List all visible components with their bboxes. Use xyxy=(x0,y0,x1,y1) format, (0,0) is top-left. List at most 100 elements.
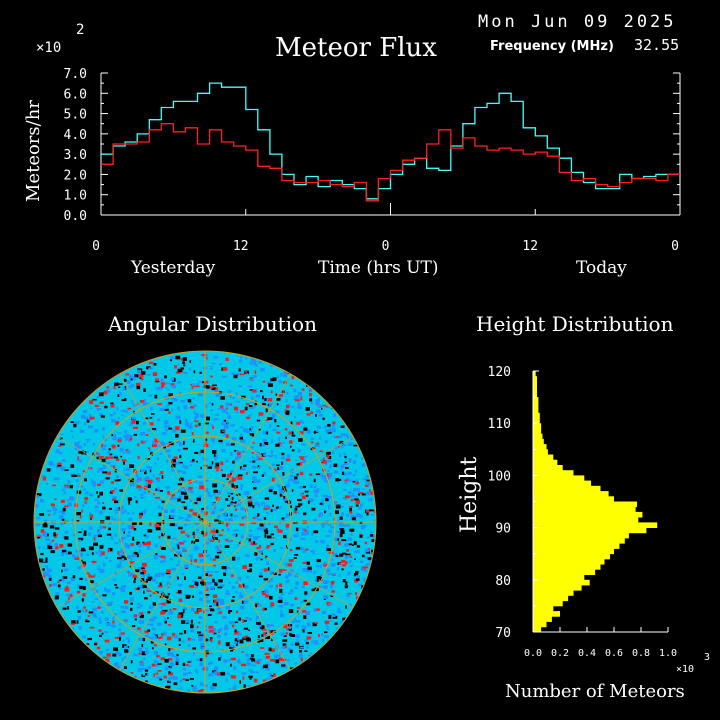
height-bar xyxy=(533,595,569,602)
angular-density-dot xyxy=(59,587,62,590)
angular-density-dot xyxy=(260,454,262,457)
angular-density-dot xyxy=(70,577,75,582)
angular-density-dot xyxy=(258,458,264,460)
angular-density-dot xyxy=(49,584,52,587)
angular-density-dot xyxy=(43,575,46,578)
angular-density-dot xyxy=(133,652,136,656)
angular-density-dot xyxy=(344,585,348,589)
angular-density-dot xyxy=(152,440,156,445)
angular-density-dot xyxy=(281,520,286,523)
angular-density-dot xyxy=(198,635,204,639)
angular-density-dot xyxy=(166,569,171,574)
angular-density-dot xyxy=(355,481,359,485)
angular-density-dot xyxy=(182,550,187,552)
angular-density-dot xyxy=(130,525,135,530)
angular-density-dot xyxy=(242,637,247,640)
angular-density-dot xyxy=(128,385,132,389)
angular-density-dot xyxy=(145,534,149,539)
angular-density-dot xyxy=(233,515,238,518)
angular-density-dot xyxy=(78,446,80,451)
angular-density-dot xyxy=(180,400,186,403)
angular-density-dot xyxy=(143,401,147,405)
angular-density-dot xyxy=(151,413,155,415)
angular-density-dot xyxy=(133,654,139,657)
angular-density-dot xyxy=(313,518,317,522)
angular-density-dot xyxy=(61,579,65,582)
angular-density-dot xyxy=(214,456,217,461)
angular-density-dot xyxy=(146,465,151,469)
angular-density-dot xyxy=(174,365,177,369)
angular-density-dot xyxy=(195,539,200,542)
angular-density-dot xyxy=(69,593,73,598)
angular-density-dot xyxy=(358,507,362,510)
angular-density-dot xyxy=(213,666,218,671)
angular-density-dot xyxy=(340,505,344,508)
angular-density-dot xyxy=(178,495,182,499)
angular-density-dot xyxy=(88,546,94,551)
angular-density-dot xyxy=(286,410,290,414)
angular-density-dot xyxy=(271,675,275,677)
height-x-tick-label: 0.0 xyxy=(524,648,542,659)
angular-density-dot xyxy=(295,511,300,514)
angular-density-dot xyxy=(354,520,357,522)
angular-density-dot xyxy=(182,357,187,361)
angular-density-dot xyxy=(325,480,328,484)
angular-density-dot xyxy=(164,617,167,621)
angular-density-dot xyxy=(247,496,252,499)
angular-density-dot xyxy=(142,421,146,425)
frequency-value: 32.55 xyxy=(634,36,679,54)
angular-density-dot xyxy=(256,661,260,664)
angular-density-dot xyxy=(316,576,321,579)
height-bar xyxy=(533,611,560,617)
angular-density-dot xyxy=(190,406,194,409)
angular-density-dot xyxy=(293,534,299,538)
angular-density-dot xyxy=(114,479,120,482)
height-y-tick-label: 70 xyxy=(495,626,511,641)
height-bar xyxy=(533,459,558,466)
angular-density-dot xyxy=(346,593,350,598)
angular-density-dot xyxy=(92,483,96,487)
angular-density-dot xyxy=(265,594,269,598)
height-x-tick-label: 0.4 xyxy=(578,648,596,659)
angular-density-dot xyxy=(272,572,277,575)
angular-density-dot xyxy=(136,606,141,609)
angular-density-dot xyxy=(139,373,144,378)
angular-density-dot xyxy=(321,407,323,410)
angular-density-dot xyxy=(168,441,174,446)
angular-density-dot xyxy=(176,654,179,657)
angular-density-dot xyxy=(182,361,185,365)
angular-density-dot xyxy=(77,584,80,588)
angular-density-dot xyxy=(101,443,104,448)
angular-density-dot xyxy=(339,528,345,530)
angular-density-dot xyxy=(249,596,253,599)
angular-density-dot xyxy=(270,365,275,368)
angular-density-dot xyxy=(165,428,168,432)
angular-density-dot xyxy=(223,432,226,436)
angular-density-dot xyxy=(195,529,199,531)
angular-density-dot xyxy=(260,367,265,372)
angular-density-dot xyxy=(104,617,109,621)
angular-density-dot xyxy=(158,536,161,539)
angular-density-dot xyxy=(194,424,198,427)
height-bar xyxy=(533,371,536,377)
angular-density-dot xyxy=(146,578,151,581)
angular-density-dot xyxy=(289,626,292,630)
angular-density-dot xyxy=(209,609,215,612)
angular-density-dot xyxy=(176,440,181,444)
angular-density-dot xyxy=(155,440,160,443)
angular-density-dot xyxy=(241,450,247,453)
angular-density-dot xyxy=(182,662,185,666)
flux-y-tick-label: 6.0 xyxy=(64,87,87,102)
angular-density-dot xyxy=(71,435,74,438)
angular-density-dot xyxy=(221,422,226,426)
angular-density-dot xyxy=(139,400,145,403)
angular-density-dot xyxy=(354,579,359,583)
angular-density-dot xyxy=(144,399,146,402)
angular-density-dot xyxy=(243,464,247,467)
angular-density-dot xyxy=(168,672,173,676)
angular-density-dot xyxy=(230,470,235,474)
angular-density-dot xyxy=(219,601,225,606)
angular-density-dot xyxy=(220,461,224,466)
angular-density-dot xyxy=(132,404,136,407)
angular-density-dot xyxy=(230,657,236,661)
